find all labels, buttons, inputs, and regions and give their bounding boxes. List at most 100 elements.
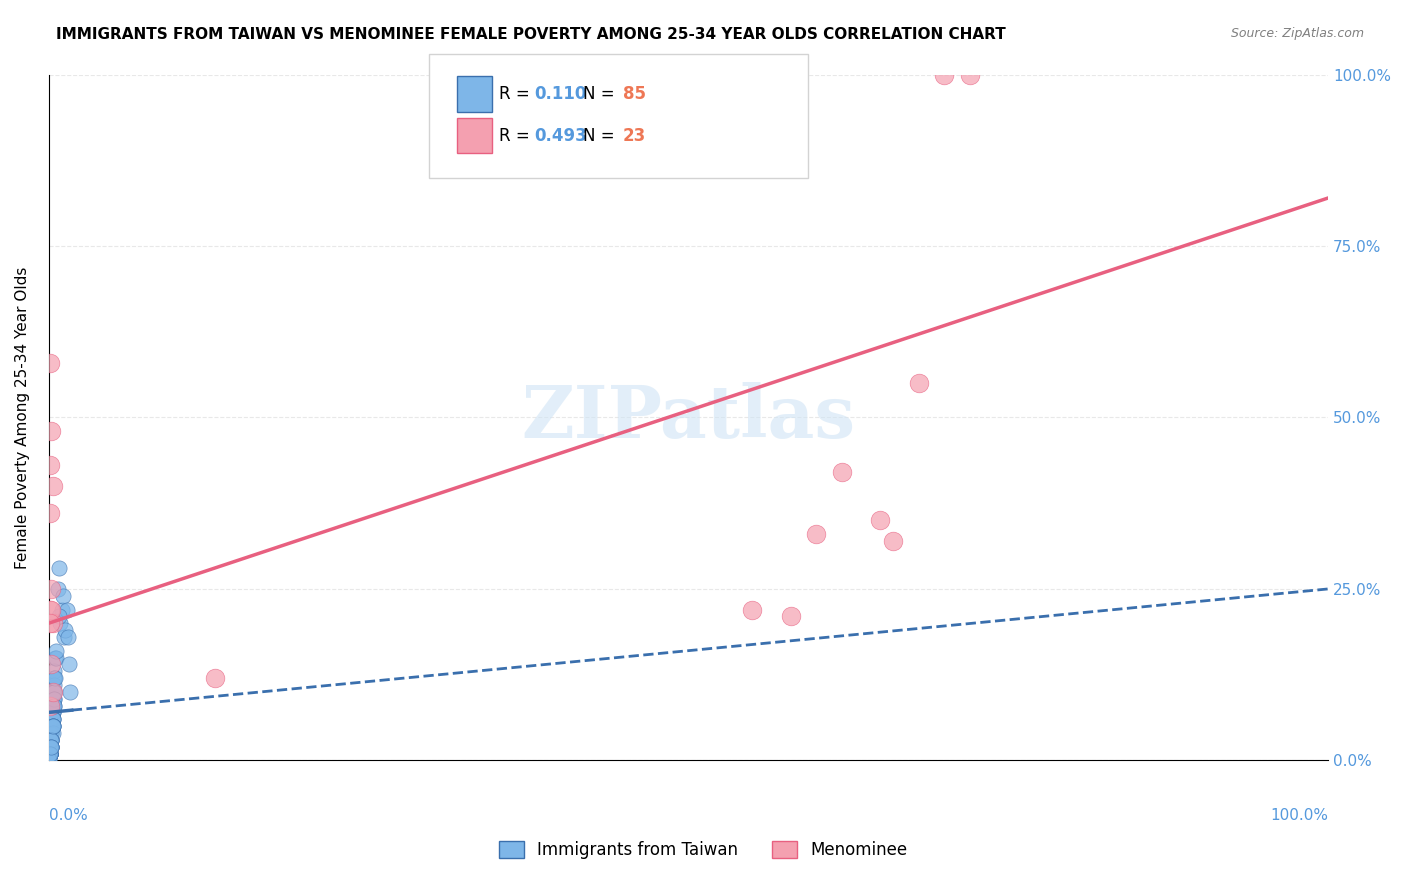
Point [39, 739, 62, 754]
Text: 23: 23 [623, 127, 647, 145]
Point [38, 747, 60, 761]
Point [41, 719, 63, 733]
Point [49, 616, 72, 631]
Point [39, 424, 62, 438]
Point [869, 513, 891, 527]
Point [41, 706, 63, 720]
Point [41, 691, 63, 706]
Point [39, 747, 62, 761]
Point [39, 732, 62, 747]
Point [39, 739, 62, 754]
Point [39, 747, 62, 761]
Point [39, 582, 62, 596]
Point [41, 712, 63, 726]
Point [39, 719, 62, 733]
Point [42, 665, 65, 679]
Point [39, 732, 62, 747]
Point [39, 732, 62, 747]
Point [41, 712, 63, 726]
Point [39, 712, 62, 726]
Point [41, 685, 63, 699]
Point [907, 376, 929, 391]
Point [55, 623, 77, 637]
Point [39, 747, 62, 761]
Text: 85: 85 [623, 85, 645, 103]
Text: IMMIGRANTS FROM TAIWAN VS MENOMINEE FEMALE POVERTY AMONG 25-34 YEAR OLDS CORRELA: IMMIGRANTS FROM TAIWAN VS MENOMINEE FEMA… [56, 27, 1005, 42]
Point [39, 657, 62, 672]
Point [51, 602, 73, 616]
Point [58, 657, 80, 672]
Point [39, 739, 62, 754]
Point [44, 671, 66, 685]
Point [39, 739, 62, 754]
Point [39, 719, 62, 733]
Point [41, 685, 63, 699]
Point [39, 739, 62, 754]
Point [39, 726, 62, 740]
Point [39, 739, 62, 754]
Point [41, 698, 63, 713]
Point [42, 685, 65, 699]
Point [39, 726, 62, 740]
Point [39, 732, 62, 747]
Point [42, 671, 65, 685]
Point [41, 712, 63, 726]
Point [39, 747, 62, 761]
Text: N =: N = [583, 85, 620, 103]
Point [52, 589, 75, 603]
Point [39, 747, 62, 761]
Point [39, 507, 62, 521]
Point [204, 671, 226, 685]
Point [41, 691, 63, 706]
Point [39, 747, 62, 761]
Point [959, 68, 981, 82]
Point [55, 602, 77, 616]
Point [934, 68, 956, 82]
Point [41, 698, 63, 713]
Point [806, 527, 828, 541]
Point [41, 719, 63, 733]
Point [39, 616, 62, 631]
Point [39, 719, 62, 733]
Point [39, 732, 62, 747]
Point [39, 747, 62, 761]
Point [39, 712, 62, 726]
Text: 100.0%: 100.0% [1270, 808, 1329, 823]
Text: ZIPatlas: ZIPatlas [522, 382, 855, 453]
Point [741, 602, 763, 616]
Point [38, 753, 60, 767]
Y-axis label: Female Poverty Among 25-34 Year Olds: Female Poverty Among 25-34 Year Olds [15, 267, 30, 568]
Point [39, 698, 62, 713]
Point [45, 643, 67, 657]
Point [46, 582, 69, 596]
Point [53, 630, 76, 644]
Point [39, 732, 62, 747]
Legend: Immigrants from Taiwan, Menominee: Immigrants from Taiwan, Menominee [492, 834, 914, 866]
Text: R =: R = [499, 85, 536, 103]
Text: N =: N = [583, 127, 620, 145]
Point [39, 739, 62, 754]
Point [41, 616, 63, 631]
Text: 0.493: 0.493 [534, 127, 588, 145]
Point [39, 747, 62, 761]
Point [39, 355, 62, 369]
Point [42, 691, 65, 706]
Point [39, 747, 62, 761]
Point [41, 719, 63, 733]
Text: R =: R = [499, 127, 536, 145]
Point [39, 458, 62, 473]
Point [39, 732, 62, 747]
Point [59, 685, 82, 699]
Point [779, 609, 801, 624]
Point [41, 706, 63, 720]
Text: Source: ZipAtlas.com: Source: ZipAtlas.com [1230, 27, 1364, 40]
Point [42, 671, 65, 685]
Point [45, 650, 67, 665]
Point [39, 739, 62, 754]
Point [42, 685, 65, 699]
Point [882, 533, 904, 548]
Point [831, 466, 853, 480]
Point [42, 678, 65, 692]
Point [48, 561, 70, 575]
Point [39, 726, 62, 740]
